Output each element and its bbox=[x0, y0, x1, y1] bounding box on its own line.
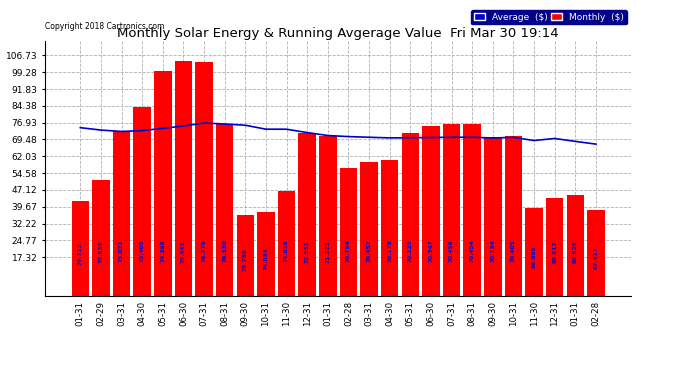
Text: 73.636: 73.636 bbox=[99, 240, 103, 262]
Text: 70.456: 70.456 bbox=[449, 240, 454, 262]
Bar bbox=[112, 131, 130, 296]
Bar bbox=[154, 70, 172, 296]
Bar bbox=[195, 62, 213, 296]
Text: 76.330: 76.330 bbox=[222, 240, 227, 262]
Text: 69.917: 69.917 bbox=[552, 241, 557, 263]
Bar bbox=[72, 201, 89, 296]
Text: 70.452: 70.452 bbox=[366, 240, 371, 262]
Text: 74.398: 74.398 bbox=[160, 240, 166, 262]
Text: 75.786: 75.786 bbox=[243, 248, 248, 271]
Text: Copyright 2018 Cartronics.com: Copyright 2018 Cartronics.com bbox=[45, 22, 164, 31]
Bar bbox=[381, 160, 398, 296]
Text: 76.779: 76.779 bbox=[201, 240, 206, 262]
Bar bbox=[298, 133, 316, 296]
Text: 74.034: 74.034 bbox=[264, 247, 268, 270]
Bar bbox=[566, 195, 584, 296]
Text: 70.454: 70.454 bbox=[470, 240, 475, 262]
Bar bbox=[175, 61, 193, 296]
Bar bbox=[422, 126, 440, 296]
Bar bbox=[237, 215, 254, 296]
Bar bbox=[443, 124, 460, 296]
Text: 70.134: 70.134 bbox=[491, 240, 495, 262]
Text: 70.754: 70.754 bbox=[346, 240, 351, 262]
Text: 71.222: 71.222 bbox=[325, 240, 331, 262]
Text: 70.405: 70.405 bbox=[511, 240, 516, 262]
Text: 73.405: 73.405 bbox=[139, 240, 145, 262]
Bar bbox=[339, 168, 357, 296]
Bar bbox=[257, 212, 275, 296]
Text: 73.021: 73.021 bbox=[119, 240, 124, 262]
Text: 67.417: 67.417 bbox=[593, 246, 598, 268]
Bar bbox=[484, 137, 502, 296]
Bar bbox=[504, 136, 522, 296]
Bar bbox=[525, 207, 543, 296]
Bar bbox=[402, 133, 419, 296]
Bar bbox=[216, 124, 233, 296]
Title: Monthly Solar Energy & Running Avgerage Value  Fri Mar 30 19:14: Monthly Solar Energy & Running Avgerage … bbox=[117, 27, 559, 40]
Bar bbox=[464, 124, 481, 296]
Text: 75.441: 75.441 bbox=[181, 240, 186, 262]
Bar bbox=[360, 162, 378, 296]
Bar bbox=[319, 135, 337, 296]
Text: 70.178: 70.178 bbox=[387, 240, 392, 262]
Bar bbox=[92, 180, 110, 296]
Text: 72.531: 72.531 bbox=[305, 240, 310, 262]
Bar bbox=[133, 106, 151, 296]
Text: 74.016: 74.016 bbox=[284, 240, 289, 262]
Bar bbox=[278, 191, 295, 296]
Bar bbox=[546, 198, 564, 296]
Bar bbox=[587, 210, 604, 296]
Text: 74.712: 74.712 bbox=[78, 242, 83, 265]
Text: 70.347: 70.347 bbox=[428, 240, 433, 262]
Legend: Average  ($), Monthly  ($): Average ($), Monthly ($) bbox=[471, 10, 627, 24]
Text: 68.628: 68.628 bbox=[573, 240, 578, 262]
Text: 69.005: 69.005 bbox=[531, 245, 537, 268]
Text: 70.225: 70.225 bbox=[408, 240, 413, 262]
